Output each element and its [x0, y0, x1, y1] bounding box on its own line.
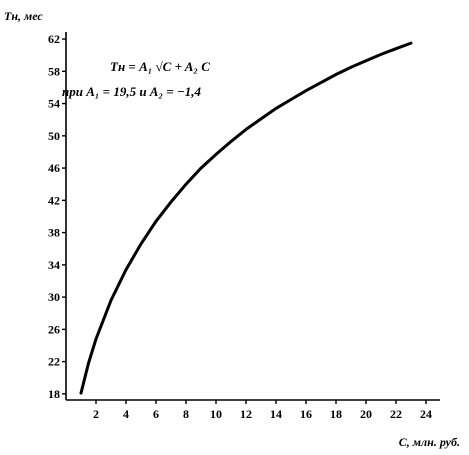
- y-tick-label: 22: [48, 355, 60, 369]
- y-tick-label: 34: [48, 258, 60, 272]
- x-tick-label: 24: [420, 407, 432, 421]
- x-tick-label: 16: [300, 407, 312, 421]
- x-tick-label: 14: [270, 407, 282, 421]
- formula-line-1: Tн = A₁ √C + A₂ C: [110, 59, 210, 74]
- y-tick-label: 46: [48, 161, 60, 175]
- y-tick-label: 62: [48, 32, 60, 46]
- x-tick-label: 2: [93, 407, 99, 421]
- y-tick-label: 26: [48, 322, 60, 336]
- y-tick-label: 58: [48, 64, 60, 78]
- axes: [65, 32, 440, 401]
- x-tick-label: 12: [240, 407, 252, 421]
- series-line: [79, 41, 413, 395]
- y-tick-label: 38: [48, 226, 60, 240]
- y-tick-label: 30: [48, 290, 60, 304]
- y-tick-label: 54: [48, 97, 60, 111]
- x-tick-label: 10: [210, 407, 222, 421]
- y-tick-label: 50: [48, 129, 60, 143]
- x-tick-label: 18: [330, 407, 342, 421]
- x-tick-label: 8: [183, 407, 189, 421]
- x-tick-label: 6: [153, 407, 159, 421]
- x-tick-label: 4: [123, 407, 129, 421]
- formula-line-2: при A₁ = 19,5 и A₂ = −1,4: [62, 84, 202, 99]
- x-ticks: 2 4 6 8 10 12 14 16 18 20 22 24: [93, 400, 432, 421]
- y-ticks: 18 22 26 30 34 38 42 46 50 54 58 62: [48, 32, 66, 401]
- y-axis-label: Tн, мес: [4, 9, 43, 23]
- y-tick-label: 18: [48, 387, 60, 401]
- y-tick-label: 42: [48, 193, 60, 207]
- x-axis-label: C, млн. руб.: [399, 435, 460, 449]
- x-tick-label: 20: [360, 407, 372, 421]
- x-tick-label: 22: [390, 407, 402, 421]
